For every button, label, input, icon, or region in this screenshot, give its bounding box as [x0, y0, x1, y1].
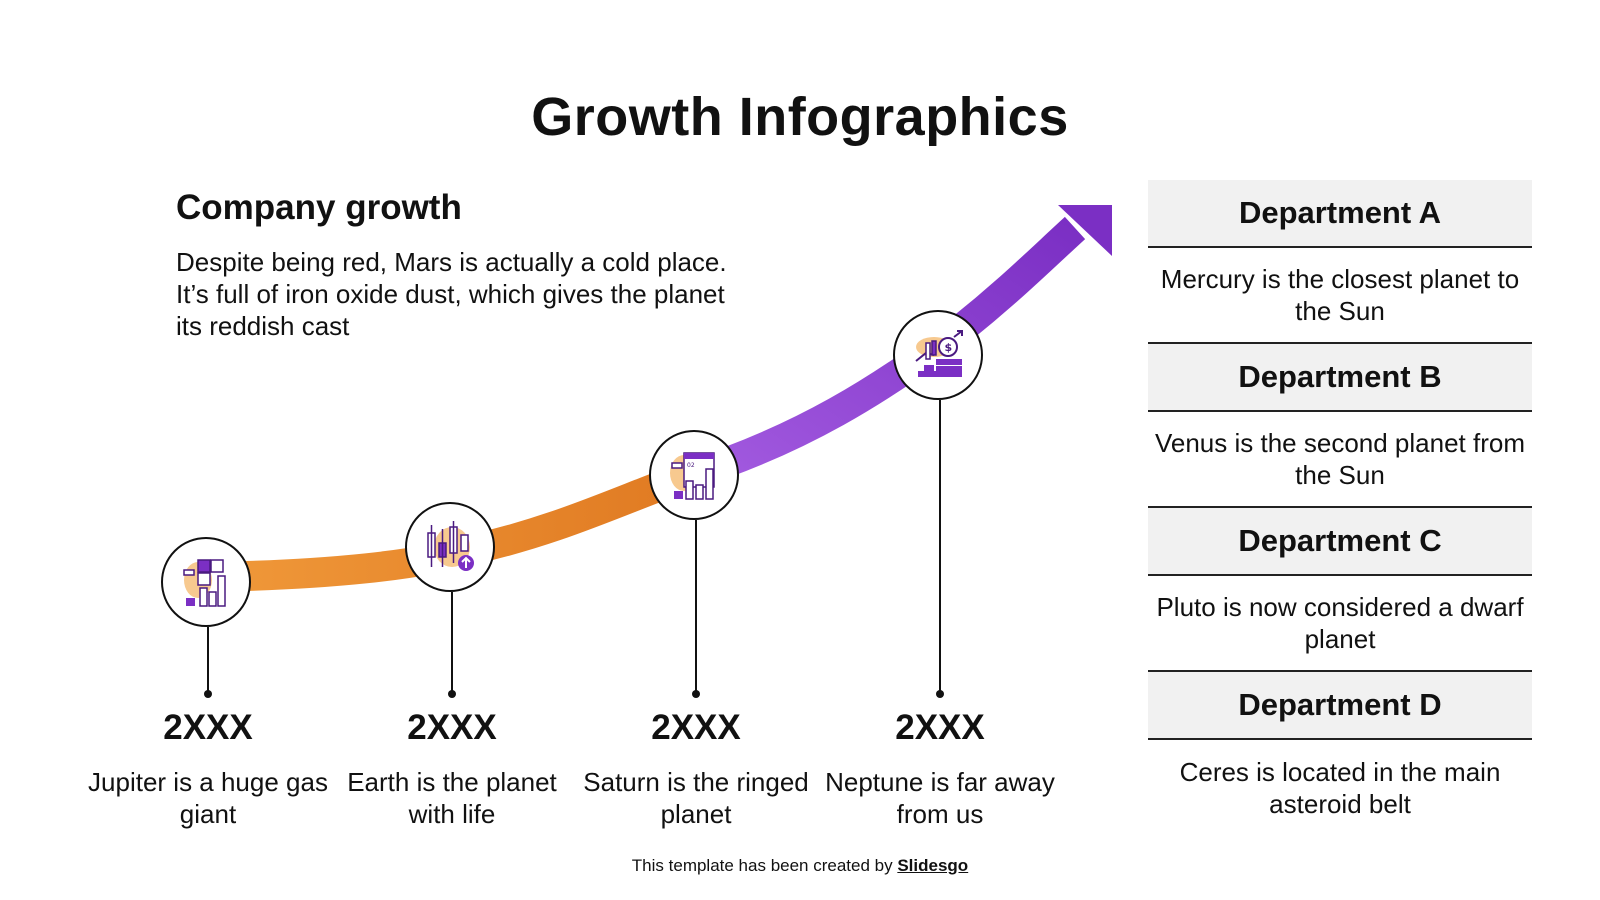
department-d-text: Ceres is located in the main asteroid be…: [1179, 757, 1501, 819]
department-a-text: Mercury is the closest planet to the Sun: [1148, 248, 1532, 344]
department-c-header: Department C: [1148, 508, 1532, 576]
dollar-coins-growth-icon: $: [915, 330, 963, 377]
arrow-head-icon: [1058, 205, 1112, 256]
milestone-text: Saturn is the ringed planet: [583, 767, 809, 829]
calendar-bar-chart-icon: 02: [670, 452, 715, 500]
connector-dot: [204, 690, 212, 698]
departments-panel: Department A Mercury is the closest plan…: [1148, 180, 1532, 836]
connector-dot: [448, 690, 456, 698]
department-c-text: Pluto is now considered a dwarf planet: [1148, 576, 1532, 672]
milestone-year: 2XXX: [163, 708, 253, 747]
svg-text:02: 02: [687, 462, 695, 469]
connector-line: [939, 400, 941, 693]
footer-prefix: This template has been created by: [631, 856, 898, 875]
milestone-node-1: [161, 537, 251, 627]
calculator-chart-icon: [183, 559, 226, 607]
connector-line: [207, 627, 209, 693]
milestone-year: 2XXX: [651, 708, 741, 747]
department-b-text: Venus is the second planet from the Sun: [1148, 412, 1532, 508]
milestone-year: 2XXX: [407, 708, 497, 747]
milestone-node-4: $: [893, 310, 983, 400]
department-a-header: Department A: [1148, 180, 1532, 248]
footer-credit: This template has been created by Slides…: [0, 856, 1600, 876]
milestone-text: Jupiter is a huge gas giant: [88, 767, 328, 829]
milestone-node-3: 02: [649, 430, 739, 520]
department-d-header: Department D: [1148, 672, 1532, 740]
milestone-text: Neptune is far away from us: [825, 767, 1055, 829]
connector-dot: [692, 690, 700, 698]
connector-line: [451, 592, 453, 693]
section-description: Despite being red, Mars is actually a co…: [176, 247, 727, 341]
svg-text:$: $: [945, 341, 953, 354]
connector-dot: [936, 690, 944, 698]
page-title: Growth Infographics: [531, 87, 1069, 147]
section-heading: Company growth: [176, 188, 462, 227]
milestone-node-2: [405, 502, 495, 592]
candlestick-growth-icon: [427, 521, 474, 571]
milestone-text: Earth is the planet with life: [347, 767, 557, 829]
slidesgo-link[interactable]: Slidesgo: [897, 856, 969, 875]
department-b-header: Department B: [1148, 344, 1532, 412]
milestone-year: 2XXX: [895, 708, 985, 747]
connector-line: [695, 520, 697, 693]
